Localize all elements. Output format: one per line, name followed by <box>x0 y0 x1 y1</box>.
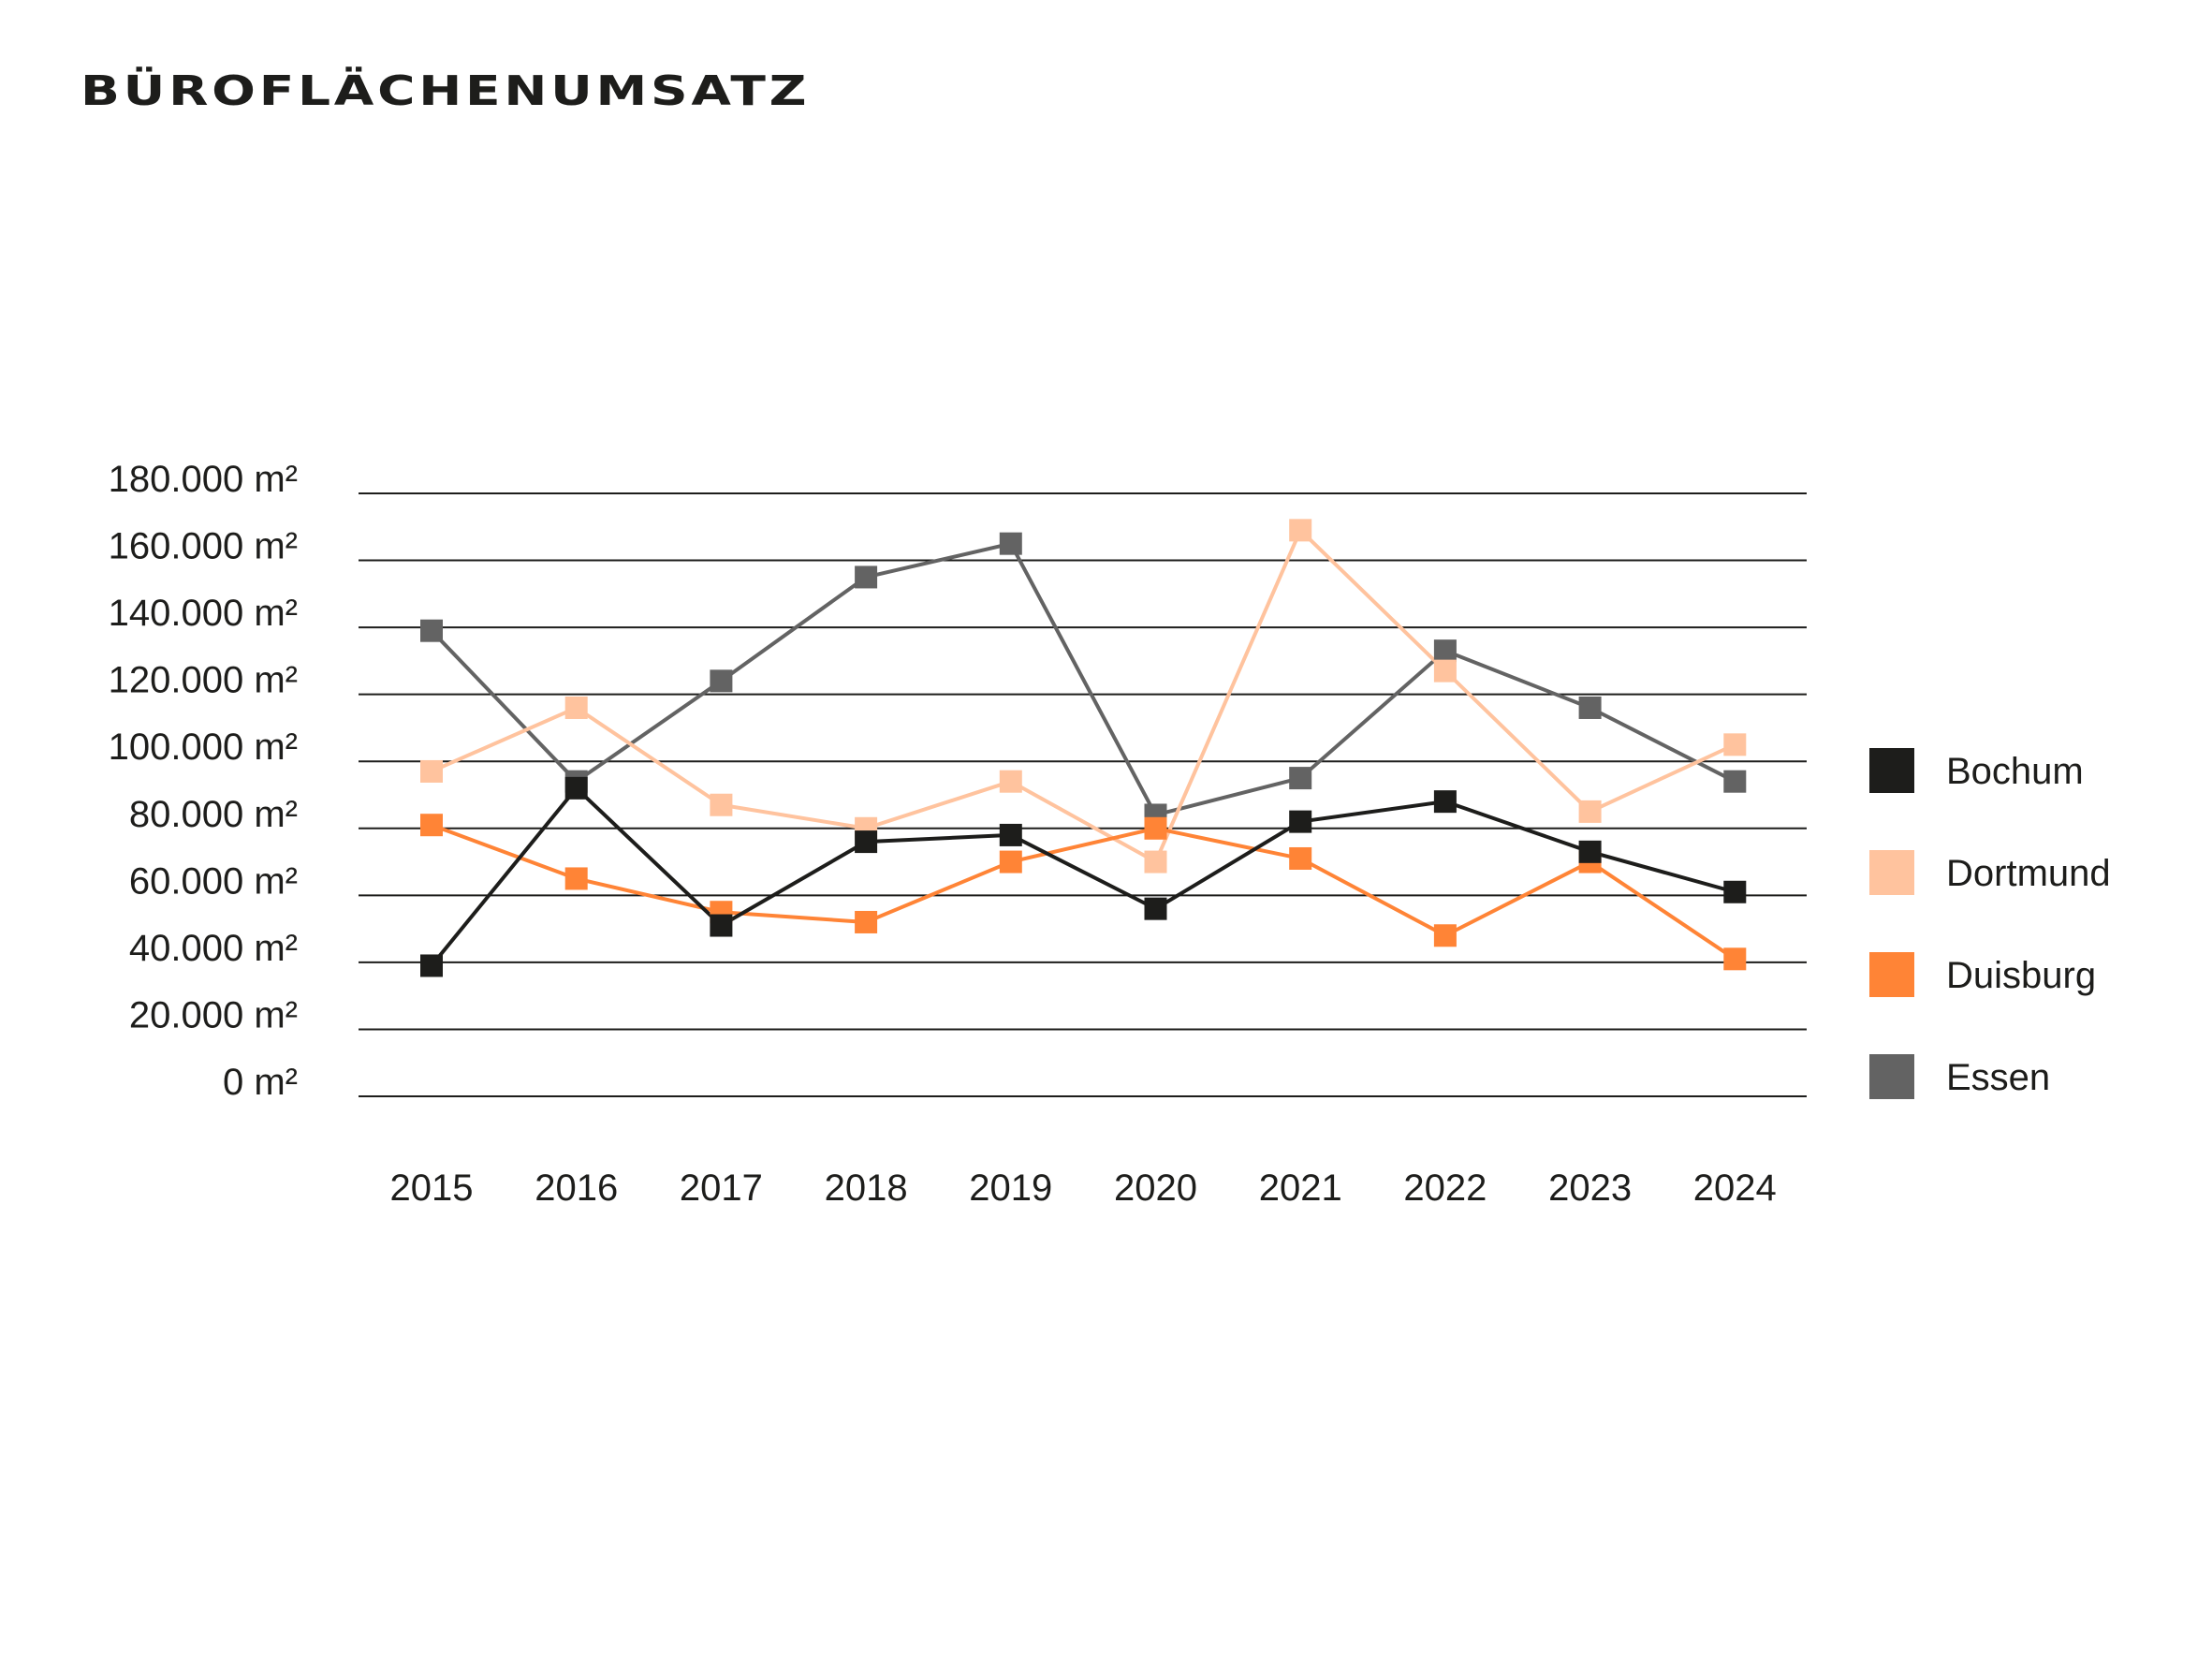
data-point-bochum <box>999 823 1022 846</box>
data-point-duisburg <box>999 850 1022 874</box>
data-point-bochum <box>1433 790 1457 814</box>
data-point-dortmund <box>1289 519 1312 542</box>
x-tick-label: 2023 <box>1548 1167 1632 1209</box>
data-point-bochum <box>855 830 878 854</box>
y-tick-label: 40.000 m² <box>129 928 298 969</box>
legend-swatch-dortmund <box>1869 850 1914 895</box>
data-point-dortmund <box>1578 800 1602 823</box>
series-line-essen <box>430 541 1736 817</box>
series-line-dortmund <box>431 528 1736 864</box>
data-point-essen <box>1723 770 1747 793</box>
data-point-dortmund <box>420 759 443 783</box>
data-point-essen <box>710 669 733 693</box>
x-tick-label: 2024 <box>1693 1167 1777 1209</box>
legend-label: Essen <box>1946 1057 2050 1098</box>
y-tick-label: 0 m² <box>223 1062 298 1103</box>
data-point-duisburg <box>855 910 878 933</box>
legend-swatch-duisburg <box>1869 952 1914 997</box>
y-tick-label: 120.000 m² <box>109 660 298 701</box>
data-point-bochum <box>1289 810 1312 833</box>
y-tick-label: 160.000 m² <box>109 526 298 567</box>
x-tick-label: 2019 <box>969 1167 1052 1209</box>
y-tick-label: 20.000 m² <box>129 994 298 1035</box>
data-point-duisburg <box>564 867 588 890</box>
y-tick-label: 80.000 m² <box>129 794 298 835</box>
x-tick-label: 2016 <box>535 1167 618 1209</box>
data-point-dortmund <box>1723 733 1747 756</box>
data-point-essen <box>1578 696 1602 719</box>
x-tick-label: 2018 <box>825 1167 908 1209</box>
data-point-dortmund <box>710 793 733 816</box>
data-point-essen <box>999 532 1022 555</box>
legend-label: Dortmund <box>1946 853 2111 894</box>
series-line-bochum <box>430 785 1736 967</box>
x-tick-label: 2020 <box>1114 1167 1197 1209</box>
data-point-dortmund <box>1433 659 1457 683</box>
y-tick-label: 60.000 m² <box>129 860 298 902</box>
x-tick-label: 2015 <box>390 1167 474 1209</box>
x-tick-label: 2021 <box>1259 1167 1342 1209</box>
data-point-bochum <box>1578 840 1602 863</box>
data-point-bochum <box>564 776 588 800</box>
x-tick-label: 2017 <box>680 1167 763 1209</box>
chart-title: BÜROFLÄCHENUMSATZ <box>81 67 811 115</box>
legend-label: Duisburg <box>1946 955 2096 996</box>
y-tick-label: 140.000 m² <box>109 593 298 634</box>
data-point-dortmund <box>564 696 588 719</box>
data-point-essen <box>1433 639 1457 663</box>
data-point-dortmund <box>1144 850 1167 874</box>
legend-label: Bochum <box>1946 751 2084 792</box>
x-tick-label: 2022 <box>1403 1167 1487 1209</box>
data-point-duisburg <box>420 814 443 837</box>
data-point-duisburg <box>1289 846 1312 870</box>
data-point-duisburg <box>1433 924 1457 947</box>
data-point-bochum <box>710 914 733 937</box>
y-tick-label: 100.000 m² <box>109 727 298 768</box>
data-point-duisburg <box>1144 816 1167 840</box>
data-point-essen <box>420 619 443 642</box>
data-point-duisburg <box>1723 947 1747 971</box>
data-point-bochum <box>1723 880 1747 903</box>
data-point-essen <box>1289 767 1312 790</box>
y-tick-label: 180.000 m² <box>109 459 298 500</box>
data-point-essen <box>855 565 878 589</box>
data-point-bochum <box>420 954 443 977</box>
series-line-duisburg <box>431 823 1736 961</box>
data-point-dortmund <box>999 770 1022 793</box>
data-point-bochum <box>1144 897 1167 920</box>
legend-swatch-bochum <box>1869 748 1914 793</box>
legend-swatch-essen <box>1869 1054 1914 1099</box>
